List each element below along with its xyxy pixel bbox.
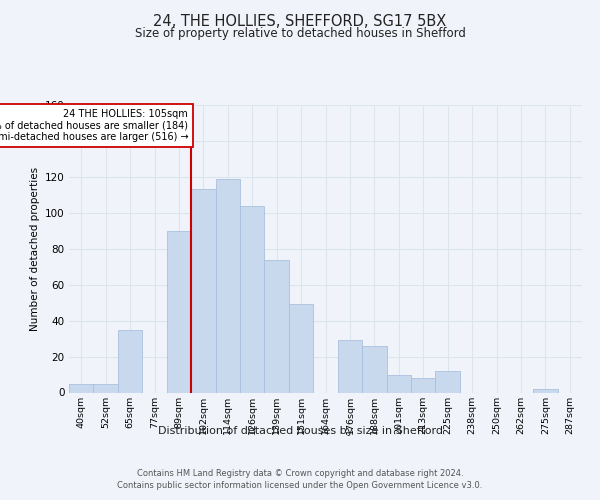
Bar: [69, 384, 94, 392]
Bar: [167, 231, 191, 392]
Bar: [386, 374, 411, 392]
Text: Contains public sector information licensed under the Open Government Licence v3: Contains public sector information licen…: [118, 481, 482, 490]
Text: Size of property relative to detached houses in Shefford: Size of property relative to detached ho…: [134, 28, 466, 40]
Text: 24, THE HOLLIES, SHEFFORD, SG17 5BX: 24, THE HOLLIES, SHEFFORD, SG17 5BX: [154, 14, 446, 29]
Bar: [338, 340, 362, 392]
Text: Contains HM Land Registry data © Crown copyright and database right 2024.: Contains HM Land Registry data © Crown c…: [137, 469, 463, 478]
Bar: [265, 260, 289, 392]
Y-axis label: Number of detached properties: Number of detached properties: [29, 166, 40, 331]
Bar: [533, 389, 557, 392]
Bar: [94, 384, 118, 392]
Bar: [118, 330, 142, 392]
Bar: [362, 346, 386, 393]
Bar: [240, 206, 265, 392]
Bar: [191, 190, 215, 392]
Bar: [289, 304, 313, 392]
Bar: [436, 371, 460, 392]
Text: Distribution of detached houses by size in Shefford: Distribution of detached houses by size …: [157, 426, 443, 436]
Bar: [215, 178, 240, 392]
Text: 24 THE HOLLIES: 105sqm
← 26% of detached houses are smaller (184)
73% of semi-de: 24 THE HOLLIES: 105sqm ← 26% of detached…: [0, 108, 188, 142]
Bar: [411, 378, 436, 392]
